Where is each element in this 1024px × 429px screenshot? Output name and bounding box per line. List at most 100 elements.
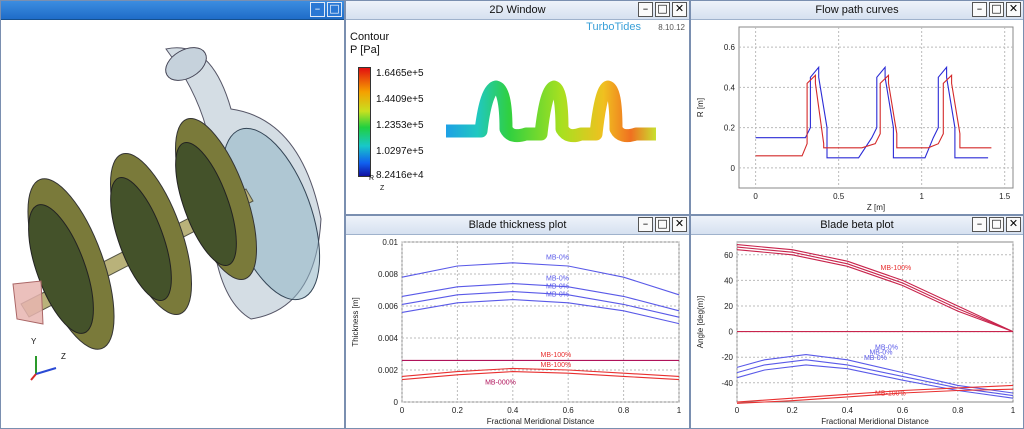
x-tick-label: 0.8 xyxy=(618,406,630,415)
flow-title: Flow path curves xyxy=(815,4,899,16)
y-axis-label: Thickness [m] xyxy=(351,297,360,346)
minimize-button[interactable]: – xyxy=(310,2,325,17)
x-tick-label: 0.4 xyxy=(507,406,519,415)
y-tick-label: -40 xyxy=(721,379,733,388)
win2d-titlebar[interactable]: 2D Window – □ ✕ xyxy=(346,1,689,20)
flow-window[interactable]: Flow path curves – □ ✕ 0 0.5 1 1.5 0 0.2 0.4 0.… xyxy=(690,0,1024,215)
plot-frame xyxy=(738,26,1014,189)
annotation-label: MB-0% xyxy=(546,291,569,298)
series-line-1 xyxy=(401,283,680,312)
variable-label: P [Pa] xyxy=(350,44,380,56)
win2d-window[interactable]: 2D Window – □ ✕ TurboTides 8.10.12 Conto… xyxy=(345,0,690,215)
x-tick-label: 0.8 xyxy=(952,406,964,415)
x-tick-label: 0.2 xyxy=(452,406,464,415)
flow-chart-area[interactable]: 0 0.5 1 1.5 0 0.2 0.4 0.6 Z [m] R [m] xyxy=(691,19,1023,214)
axis-triad xyxy=(30,356,57,381)
colorbar-tick-1: 1.6465e+5 xyxy=(376,68,424,79)
series-line-2 xyxy=(401,291,680,318)
colorbar-tick-3: 1.2353e+5 xyxy=(376,120,424,131)
minimize-button[interactable]: – xyxy=(638,217,653,232)
x-tick-label: 0.6 xyxy=(563,406,575,415)
plot-frame xyxy=(401,241,680,403)
minimize-button[interactable]: – xyxy=(972,2,987,17)
axis-r-label: R xyxy=(369,175,375,182)
y-tick-label: 0.4 xyxy=(724,83,736,92)
view3d-canvas[interactable]: Y Z xyxy=(1,19,344,428)
y-tick-label: 60 xyxy=(724,251,733,260)
beta-titlebar[interactable]: Blade beta plot – □ ✕ xyxy=(691,216,1023,235)
maximize-button[interactable]: □ xyxy=(989,2,1004,17)
colorbar-tick-2: 1.4409e+5 xyxy=(376,94,424,105)
close-button[interactable]: ✕ xyxy=(1006,2,1021,17)
colorbar-tick-4: 1.0297e+5 xyxy=(376,146,424,157)
x-tick-label: 0.4 xyxy=(842,406,854,415)
annotation-label: MB-100% xyxy=(541,352,572,359)
annotation-label: MB-0% xyxy=(546,275,569,282)
flow-titlebar[interactable]: Flow path curves – □ ✕ xyxy=(691,1,1023,20)
colorbar xyxy=(358,67,371,177)
series-line-0 xyxy=(736,244,1014,333)
beta-window[interactable]: Blade beta plot – □ ✕ 0 0.2 0.4 0.6 0.8 1 -40 -… xyxy=(690,215,1024,429)
y-axis-label: R [m] xyxy=(696,98,705,117)
y-tick-label: 0.004 xyxy=(378,334,399,343)
x-tick-label: 0 xyxy=(753,192,758,201)
thickness-window[interactable]: Blade thickness plot – □ ✕ 0 0.2 0.4 0.6 0.8… xyxy=(345,215,690,429)
annotation-label: MB-100% xyxy=(875,391,906,398)
thickness-titlebar[interactable]: Blade thickness plot – □ ✕ xyxy=(346,216,689,235)
y-tick-label: 40 xyxy=(724,276,733,285)
minimize-button[interactable]: – xyxy=(638,2,653,17)
y-tick-label: 0.6 xyxy=(724,43,736,52)
maximize-button[interactable]: □ xyxy=(655,2,670,17)
close-button[interactable]: ✕ xyxy=(672,2,687,17)
win2d-title: 2D Window xyxy=(489,4,546,16)
annotation-label: MB-100% xyxy=(541,362,572,369)
x-axis-label: Fractional Meridional Distance xyxy=(487,417,595,426)
x-axis-label: Z [m] xyxy=(867,203,885,212)
view3d-window[interactable]: – □ Y Z xyxy=(0,0,345,429)
maximize-button[interactable]: □ xyxy=(655,217,670,232)
y-tick-label: 0 xyxy=(394,398,399,407)
annotation-label: MB-0% xyxy=(869,350,892,357)
series-line-7 xyxy=(736,384,1014,403)
colorbar-tick-5: 8.2416e+4 xyxy=(376,170,424,181)
annotation-label: MB-100% xyxy=(881,265,912,272)
maximize-button[interactable]: □ xyxy=(327,2,342,17)
series-line-1 xyxy=(736,246,1014,333)
y-tick-label: 0 xyxy=(731,164,736,173)
beta-chart: 0 0.2 0.4 0.6 0.8 1 -40 -20 0 20 40 60 Fractional Me… xyxy=(696,241,1016,426)
series-line-1 xyxy=(755,74,992,157)
brand-label: TurboTides xyxy=(586,21,641,33)
y-tick-label: 0.008 xyxy=(378,270,399,279)
annotation-label: MB-0% xyxy=(546,283,569,290)
x-tick-label: 0.6 xyxy=(897,406,909,415)
annotation-label: MB-0% xyxy=(864,355,887,362)
maximize-button[interactable]: □ xyxy=(989,217,1004,232)
close-button[interactable]: ✕ xyxy=(672,217,687,232)
x-tick-label: 1 xyxy=(919,192,924,201)
y-axis-label: Angle [deg(m)] xyxy=(696,296,705,348)
series-line-6 xyxy=(401,371,680,381)
minimize-button[interactable]: – xyxy=(972,217,987,232)
close-button[interactable]: ✕ xyxy=(1006,217,1021,232)
thickness-chart-area[interactable]: 0 0.2 0.4 0.6 0.8 1 0 0.002 0.004 0.006 0.008 0.01 F… xyxy=(346,234,689,428)
x-tick-label: 1 xyxy=(677,406,682,415)
y-tick-label: 0.006 xyxy=(378,302,399,311)
contour-label: Contour xyxy=(350,31,390,43)
flow-path-chart: 0 0.5 1 1.5 0 0.2 0.4 0.6 Z [m] R [m] xyxy=(696,26,1014,212)
x-tick-label: 0.5 xyxy=(833,192,845,201)
x-tick-label: 1.5 xyxy=(999,192,1011,201)
y-tick-label: 20 xyxy=(724,302,733,311)
annotation-label: MB-0% xyxy=(546,255,569,262)
view3d-titlebar[interactable]: – □ xyxy=(1,1,344,20)
compressor-3d-model xyxy=(12,47,322,381)
y-tick-label: 0 xyxy=(729,328,734,337)
win2d-canvas[interactable]: TurboTides 8.10.12 Contour P [Pa] 1.6465… xyxy=(346,19,689,214)
y-tick-label: -20 xyxy=(721,353,733,362)
axis-z-label: Z xyxy=(380,185,385,192)
beta-chart-area[interactable]: 0 0.2 0.4 0.6 0.8 1 -40 -20 0 20 40 60 Fractional Me… xyxy=(691,234,1023,428)
axis-y-label: Y xyxy=(31,337,37,346)
x-axis-label: Fractional Meridional Distance xyxy=(821,417,929,426)
series-line-4 xyxy=(736,354,1014,394)
y-tick-label: 0.2 xyxy=(724,124,736,133)
series-line-3 xyxy=(401,299,680,325)
